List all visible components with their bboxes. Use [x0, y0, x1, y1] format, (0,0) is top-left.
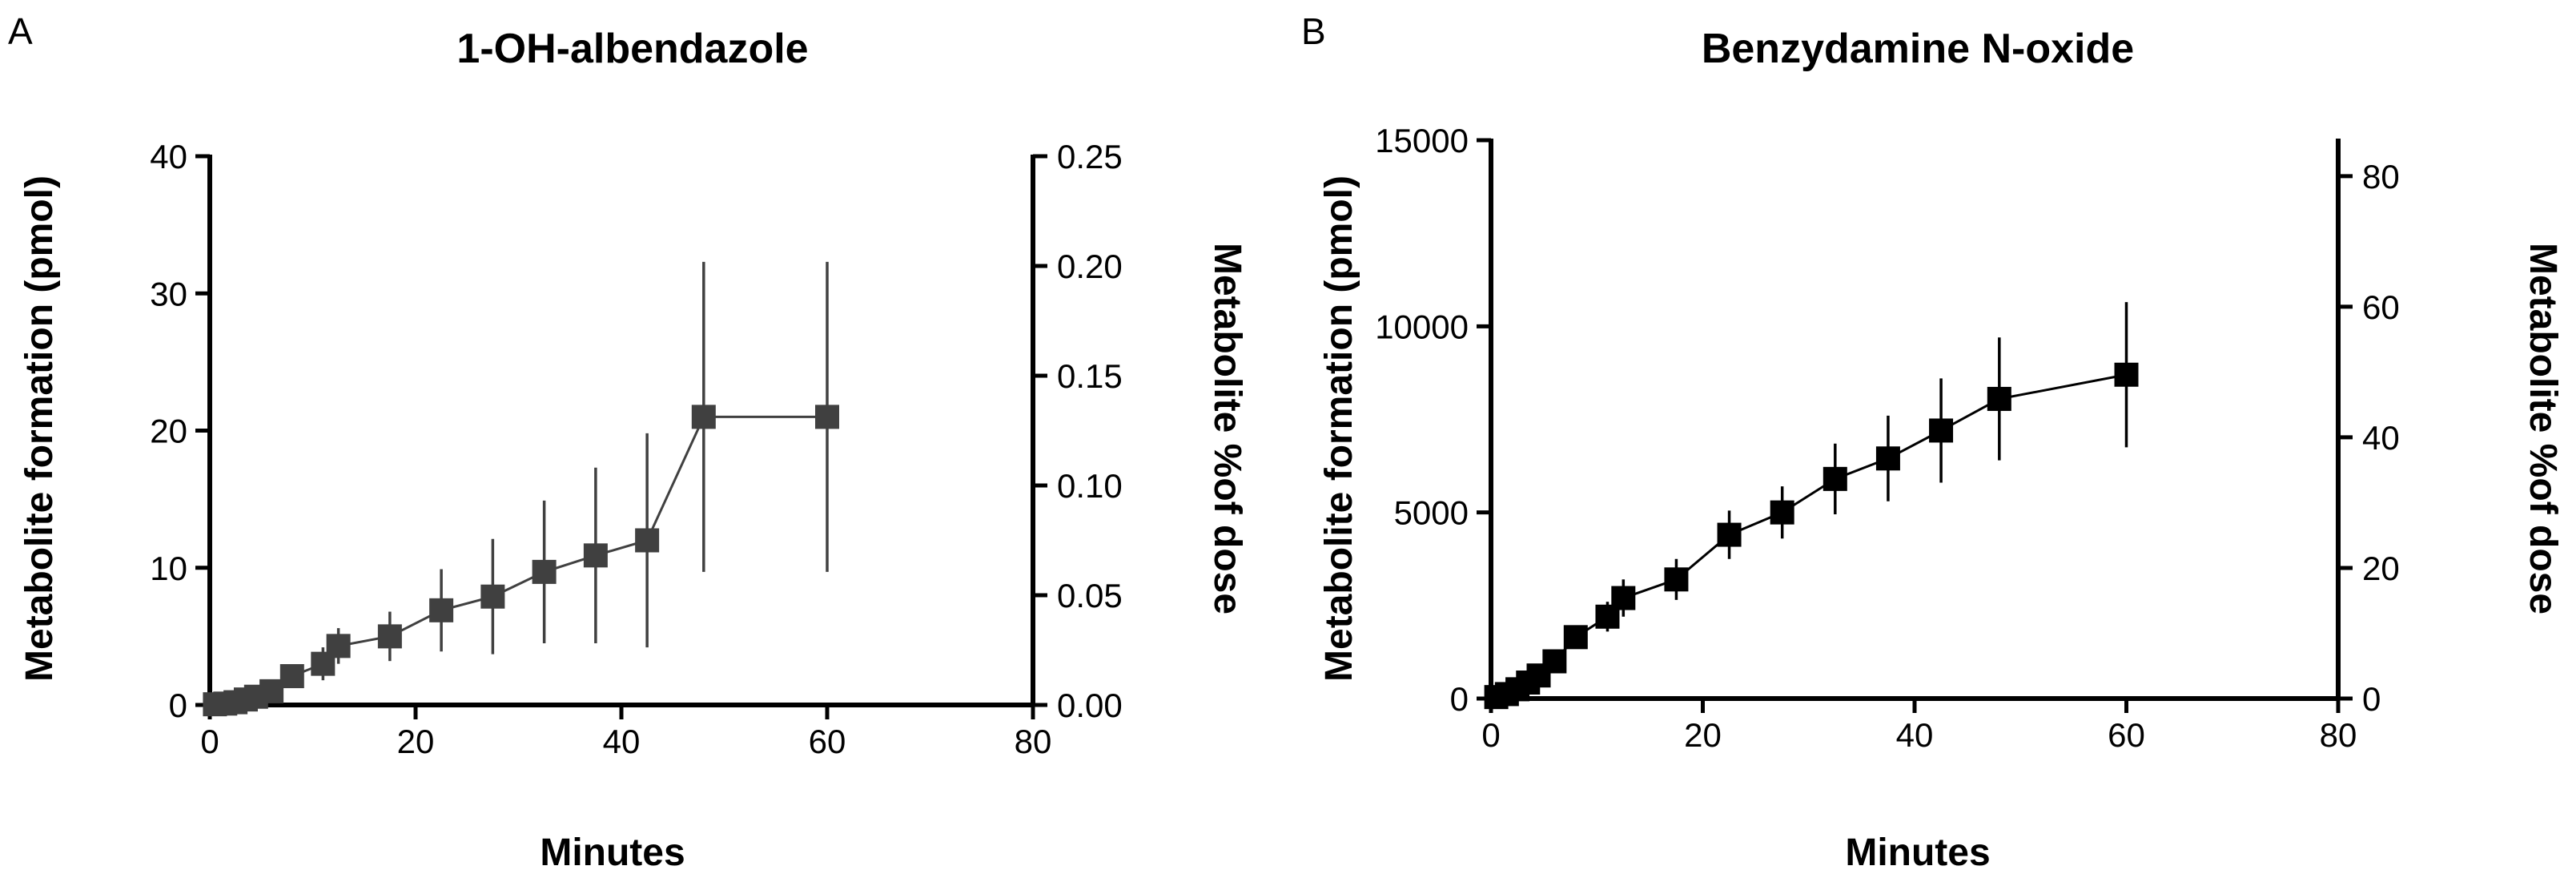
y2-tick-label: 0.15 — [1057, 357, 1123, 395]
y-tick-label: 20 — [150, 413, 187, 450]
x-tick-label: 40 — [1896, 716, 1934, 754]
y2-axis-title-a: Metabolite %of dose — [1206, 243, 1248, 614]
y-tick-label: 5000 — [1394, 494, 1469, 532]
data-point — [1542, 649, 1567, 674]
x-tick-label: 80 — [2320, 716, 2357, 754]
panel-letter-b: B — [1301, 10, 1326, 52]
plot-area-a — [203, 261, 839, 717]
y-axis-title-a: Metabolite formation (pmol) — [18, 175, 61, 682]
y2-axis-title-b: Metabolite %of dose — [2522, 243, 2564, 614]
x-tick-label: 20 — [397, 723, 435, 760]
data-point — [279, 664, 304, 689]
data-point — [1770, 500, 1794, 525]
data-point — [326, 634, 351, 658]
y-tick-label: 40 — [150, 138, 187, 175]
data-point — [1822, 466, 1847, 491]
x-tick-label: 0 — [1481, 716, 1500, 754]
y-tick-label: 0 — [1450, 680, 1469, 718]
x-tick-label: 20 — [1684, 716, 1722, 754]
y-tick-label: 30 — [150, 275, 187, 312]
x-axis-title-b: Minutes — [1845, 832, 1990, 874]
chart-title-b: Benzydamine N-oxide — [1702, 26, 2134, 72]
y-axis-title-b: Metabolite formation (pmol) — [1318, 175, 1360, 682]
y2-tick-label: 0 — [2362, 680, 2381, 718]
data-point — [480, 584, 505, 609]
x-axis-title-a: Minutes — [540, 832, 685, 874]
data-point — [691, 405, 716, 429]
y2-tick-label: 20 — [2362, 550, 2400, 587]
panel-letter-a: A — [8, 10, 33, 52]
chart-panel-b: B Benzydamine N-oxide Metabolite formati… — [1301, 10, 2564, 874]
data-point — [1929, 418, 1954, 443]
data-point — [1875, 446, 1900, 471]
chart-panel-a: A 1-OH-albendazole Metabolite formation … — [8, 10, 1248, 874]
data-point — [583, 543, 608, 568]
y2-tick-label: 0.05 — [1057, 577, 1123, 614]
data-point — [1664, 567, 1689, 592]
x-tick-label: 40 — [603, 723, 641, 760]
y2-tick-label: 0.00 — [1057, 687, 1123, 724]
data-point — [1563, 625, 1588, 650]
data-point — [259, 679, 284, 703]
axes-a: 0 20 40 60 80 0 10 20 30 40 0.00 0.05 0.10 0.15 0.20 0.… — [150, 138, 1122, 760]
chart-title-a: 1-OH-albendazole — [456, 26, 808, 72]
data-point — [2114, 362, 2139, 387]
data-point — [815, 405, 839, 429]
x-tick-label: 80 — [1015, 723, 1052, 760]
series-line — [1496, 373, 2127, 699]
y2-tick-label: 0.20 — [1057, 248, 1123, 285]
y2-tick-label: 0.10 — [1057, 467, 1123, 505]
data-point — [429, 598, 454, 622]
y-tick-label: 10 — [150, 550, 187, 587]
data-point — [1987, 386, 2011, 411]
x-tick-label: 60 — [2108, 716, 2145, 754]
y-tick-label: 0 — [169, 687, 187, 724]
y-tick-label: 10000 — [1375, 308, 1469, 345]
y2-tick-label: 80 — [2362, 158, 2400, 195]
y2-tick-label: 60 — [2362, 288, 2400, 326]
y-tick-label: 15000 — [1375, 122, 1469, 159]
y2-tick-label: 0.25 — [1057, 138, 1123, 175]
x-tick-label: 60 — [809, 723, 846, 760]
y2-tick-label: 40 — [2362, 419, 2400, 457]
x-tick-label: 0 — [200, 723, 219, 760]
plot-area-b — [1484, 302, 2139, 710]
data-point — [1611, 586, 1636, 610]
data-point — [377, 624, 402, 649]
data-point — [1717, 522, 1742, 547]
series-line — [215, 415, 827, 706]
data-point — [635, 528, 660, 553]
data-point — [532, 559, 557, 584]
